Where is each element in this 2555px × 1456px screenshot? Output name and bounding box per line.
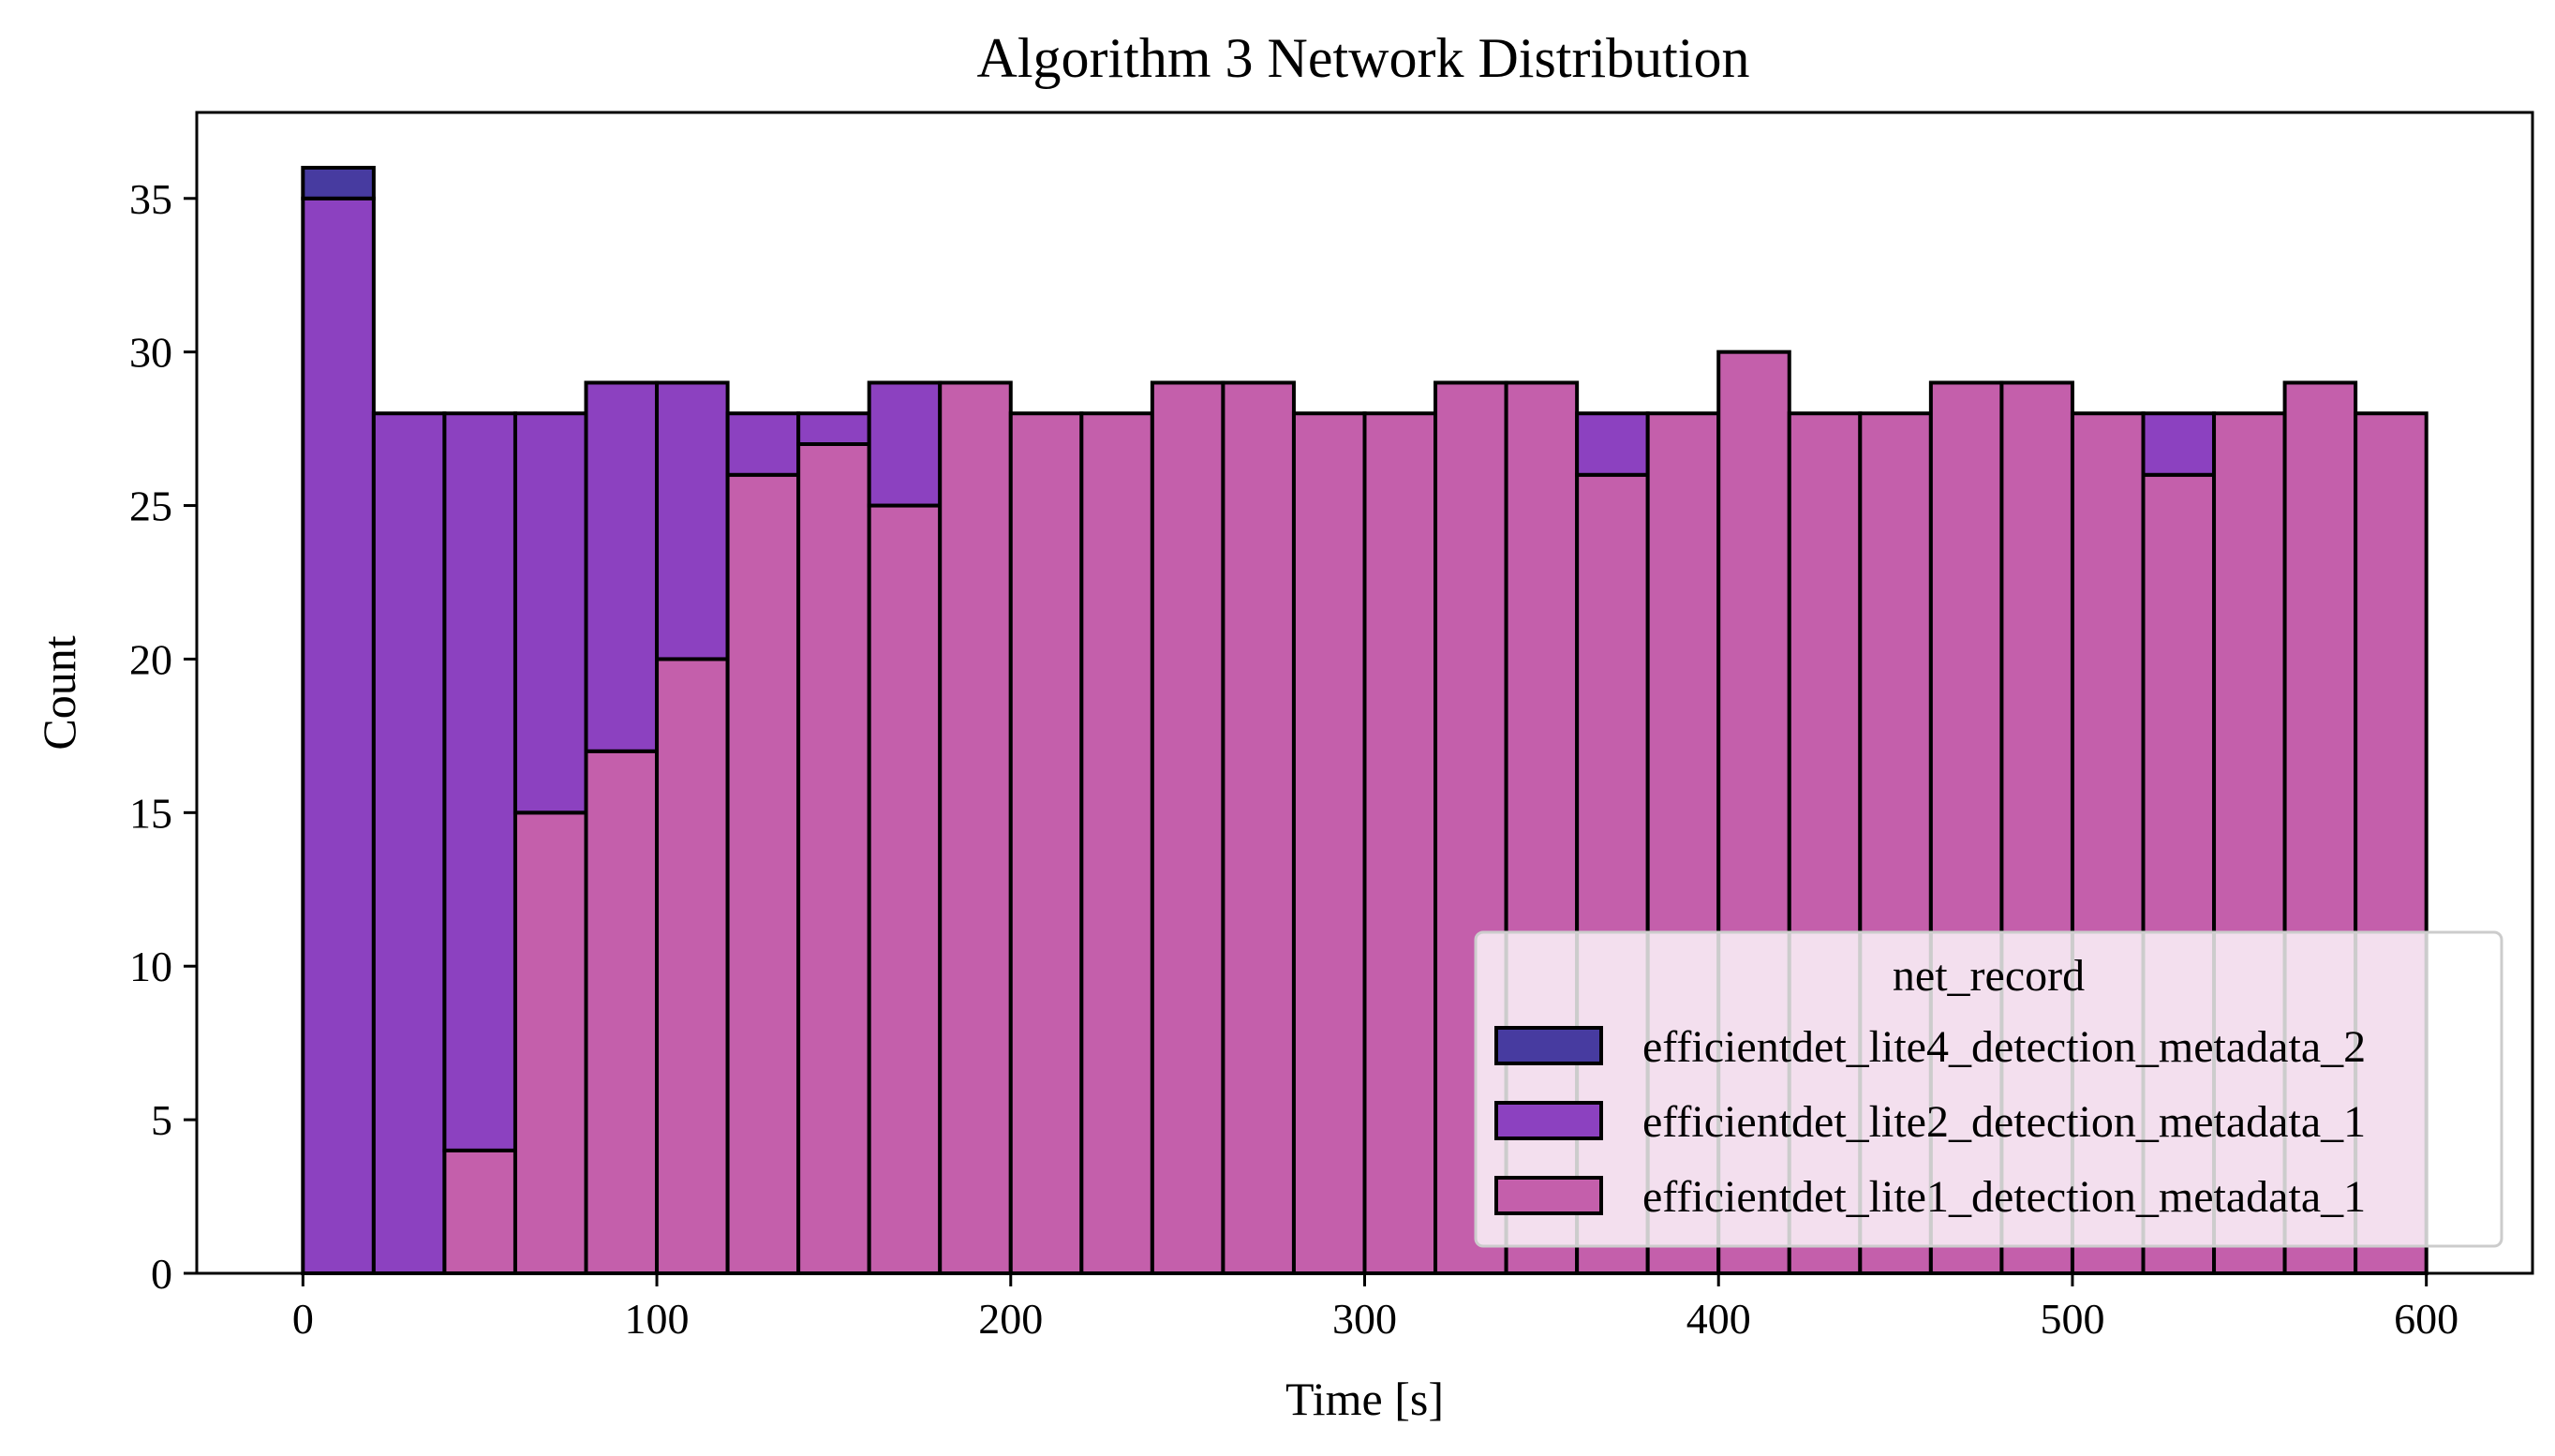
y-tick-label: 5 <box>151 1096 172 1144</box>
bar-efficientdet_lite2_detection_metadata_1-bin-0 <box>301 196 376 1275</box>
bar-efficientdet_lite1_detection_metadata_1-bin-8 <box>867 503 943 1275</box>
bar-efficientdet_lite4_detection_metadata_2-bin-0 <box>301 166 376 201</box>
legend-box <box>1474 930 2503 1248</box>
x-tick-label: 600 <box>2394 1295 2458 1343</box>
x-tick-label: 300 <box>1332 1295 1397 1343</box>
bar-efficientdet_lite2_detection_metadata_1-bin-26 <box>2141 411 2217 477</box>
x-tick-label: 100 <box>625 1295 690 1343</box>
bar-efficientdet_lite1_detection_metadata_1-bin-5 <box>655 657 730 1275</box>
legend-title: net_record <box>1893 951 2085 1001</box>
bar-efficientdet_lite2_detection_metadata_1-bin-18 <box>1575 411 1650 477</box>
y-axis-label: Count <box>33 635 85 750</box>
y-tick-label: 0 <box>151 1250 172 1298</box>
y-tick-label: 10 <box>129 943 172 990</box>
y-axis-ticks: 0 5 10 15 20 25 30 35 <box>129 175 197 1298</box>
bar-efficientdet_lite1_detection_metadata_1-bin-11 <box>1079 411 1154 1275</box>
x-tick-label: 200 <box>978 1295 1043 1343</box>
legend-label-efficientdet_lite1_detection_metadata_1: efficientdet_lite1_detection_metadata_1 <box>1642 1172 2366 1222</box>
legend-swatch-efficientdet_lite2_detection_metadata_1 <box>1494 1101 1603 1140</box>
y-tick-label: 20 <box>129 635 172 683</box>
chart-title: Algorithm 3 Network Distribution <box>977 27 1750 89</box>
y-tick-label: 25 <box>129 483 172 530</box>
bar-efficientdet_lite1_detection_metadata_1-bin-12 <box>1150 380 1226 1275</box>
bar-efficientdet_lite2_detection_metadata_1-bin-1 <box>371 411 447 1275</box>
x-axis-ticks: 0 100 200 300 400 500 600 <box>292 1273 2458 1343</box>
bar-efficientdet_lite1_detection_metadata_1-bin-2 <box>442 1148 517 1276</box>
bar-efficientdet_lite1_detection_metadata_1-bin-13 <box>1221 380 1296 1275</box>
bar-efficientdet_lite1_detection_metadata_1-bin-7 <box>796 442 871 1275</box>
legend-swatch-efficientdet_lite1_detection_metadata_1 <box>1494 1176 1603 1215</box>
legend: net_record efficientdet_lite4_detection_… <box>1474 930 2503 1248</box>
x-tick-label: 400 <box>1686 1295 1751 1343</box>
legend-items: efficientdet_lite4_detection_metadata_2e… <box>1494 1022 2366 1222</box>
plot-frame <box>195 111 2534 1275</box>
bar-efficientdet_lite2_detection_metadata_1-bin-7 <box>796 411 871 447</box>
bar-efficientdet_lite2_detection_metadata_1-bin-3 <box>512 411 588 815</box>
bar-efficientdet_lite1_detection_metadata_1-bin-3 <box>512 810 588 1275</box>
bar-efficientdet_lite1_detection_metadata_1-bin-9 <box>938 380 1013 1275</box>
x-tick-label: 500 <box>2040 1295 2104 1343</box>
bar-efficientdet_lite1_detection_metadata_1-bin-15 <box>1362 411 1438 1275</box>
x-tick-label: 0 <box>292 1295 314 1343</box>
bar-efficientdet_lite1_detection_metadata_1-bin-6 <box>725 472 801 1275</box>
bar-efficientdet_lite1_detection_metadata_1-bin-14 <box>1291 411 1367 1275</box>
bar-efficientdet_lite2_detection_metadata_1-bin-6 <box>725 411 801 477</box>
bar-efficientdet_lite2_detection_metadata_1-bin-5 <box>655 380 730 661</box>
legend-label-efficientdet_lite2_detection_metadata_1: efficientdet_lite2_detection_metadata_1 <box>1642 1097 2366 1147</box>
legend-swatch-efficientdet_lite4_detection_metadata_2 <box>1494 1026 1603 1065</box>
x-axis-label: Time [s] <box>1285 1373 1444 1425</box>
y-tick-label: 35 <box>129 175 172 223</box>
bar-efficientdet_lite2_detection_metadata_1-bin-8 <box>867 380 943 508</box>
bar-efficientdet_lite1_detection_metadata_1-bin-4 <box>584 749 660 1275</box>
bar-efficientdet_lite2_detection_metadata_1-bin-2 <box>442 411 517 1152</box>
bar-efficientdet_lite2_detection_metadata_1-bin-4 <box>584 380 660 753</box>
legend-label-efficientdet_lite4_detection_metadata_2: efficientdet_lite4_detection_metadata_2 <box>1642 1022 2366 1072</box>
bar-efficientdet_lite1_detection_metadata_1-bin-10 <box>1008 411 1084 1275</box>
y-tick-label: 30 <box>129 329 172 377</box>
y-tick-label: 15 <box>129 789 172 837</box>
